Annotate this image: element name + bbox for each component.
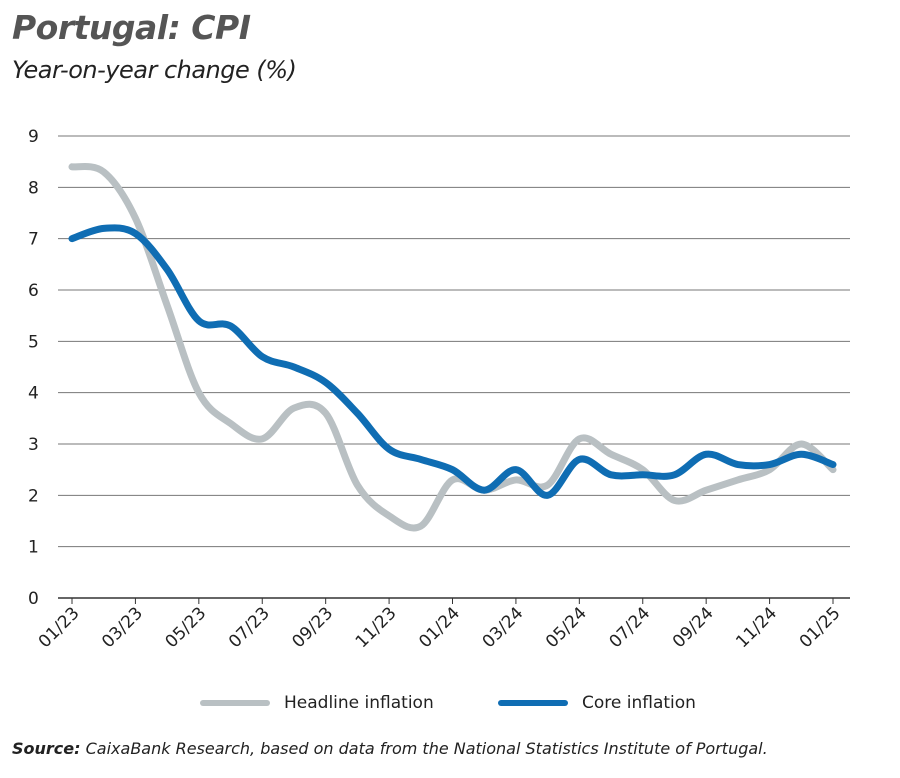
x-tick-label: 01/25	[796, 603, 845, 652]
x-tick-label: 07/23	[225, 603, 274, 652]
y-tick-label: 3	[28, 435, 39, 455]
x-tick-label: 09/24	[669, 603, 718, 652]
y-tick-label: 1	[28, 538, 39, 558]
source-note: Source: CaixaBank Research, based on dat…	[12, 739, 768, 758]
y-tick-label: 0	[28, 589, 39, 609]
x-tick-label: 11/24	[732, 603, 781, 652]
source-label: Source:	[12, 739, 81, 758]
x-tick-label: 11/23	[352, 603, 401, 652]
chart-title: Portugal: CPI	[12, 8, 251, 47]
y-tick-label: 8	[28, 178, 39, 198]
x-tick-label: 09/23	[288, 603, 337, 652]
legend-item-headline: Headline inflation	[200, 693, 434, 713]
y-tick-label: 5	[28, 332, 39, 352]
legend-item-core: Core inflation	[498, 693, 696, 713]
x-tick-label: 05/24	[542, 603, 591, 652]
y-tick-label: 7	[28, 230, 39, 250]
x-tick-label: 07/24	[605, 603, 654, 652]
x-tick-label: 03/23	[98, 603, 147, 652]
x-tick-label: 01/23	[35, 603, 84, 652]
core-inflation-line	[68, 224, 837, 499]
x-tick-label: 05/23	[162, 603, 211, 652]
y-tick-label: 2	[28, 486, 39, 506]
x-tick-label: 01/24	[415, 603, 464, 652]
x-tick-label: 03/24	[479, 603, 528, 652]
legend-label-headline: Headline inflation	[284, 693, 434, 713]
line-chart: 0 1 2 3 4 5 6 7 8 9 01/23 03/23 05/23 07/23 09/23 11/23…	[28, 127, 850, 652]
y-tick-label: 9	[28, 127, 39, 147]
source-text: CaixaBank Research, based on data from t…	[80, 739, 768, 758]
legend-label-core: Core inflation	[582, 693, 696, 713]
legend-swatch-headline	[200, 700, 270, 706]
chart-subtitle: Year-on-year change (%)	[12, 56, 297, 84]
legend-swatch-core	[498, 700, 568, 706]
y-tick-label: 6	[28, 281, 39, 301]
headline-inflation-line	[68, 162, 837, 532]
y-tick-label: 4	[28, 384, 39, 404]
